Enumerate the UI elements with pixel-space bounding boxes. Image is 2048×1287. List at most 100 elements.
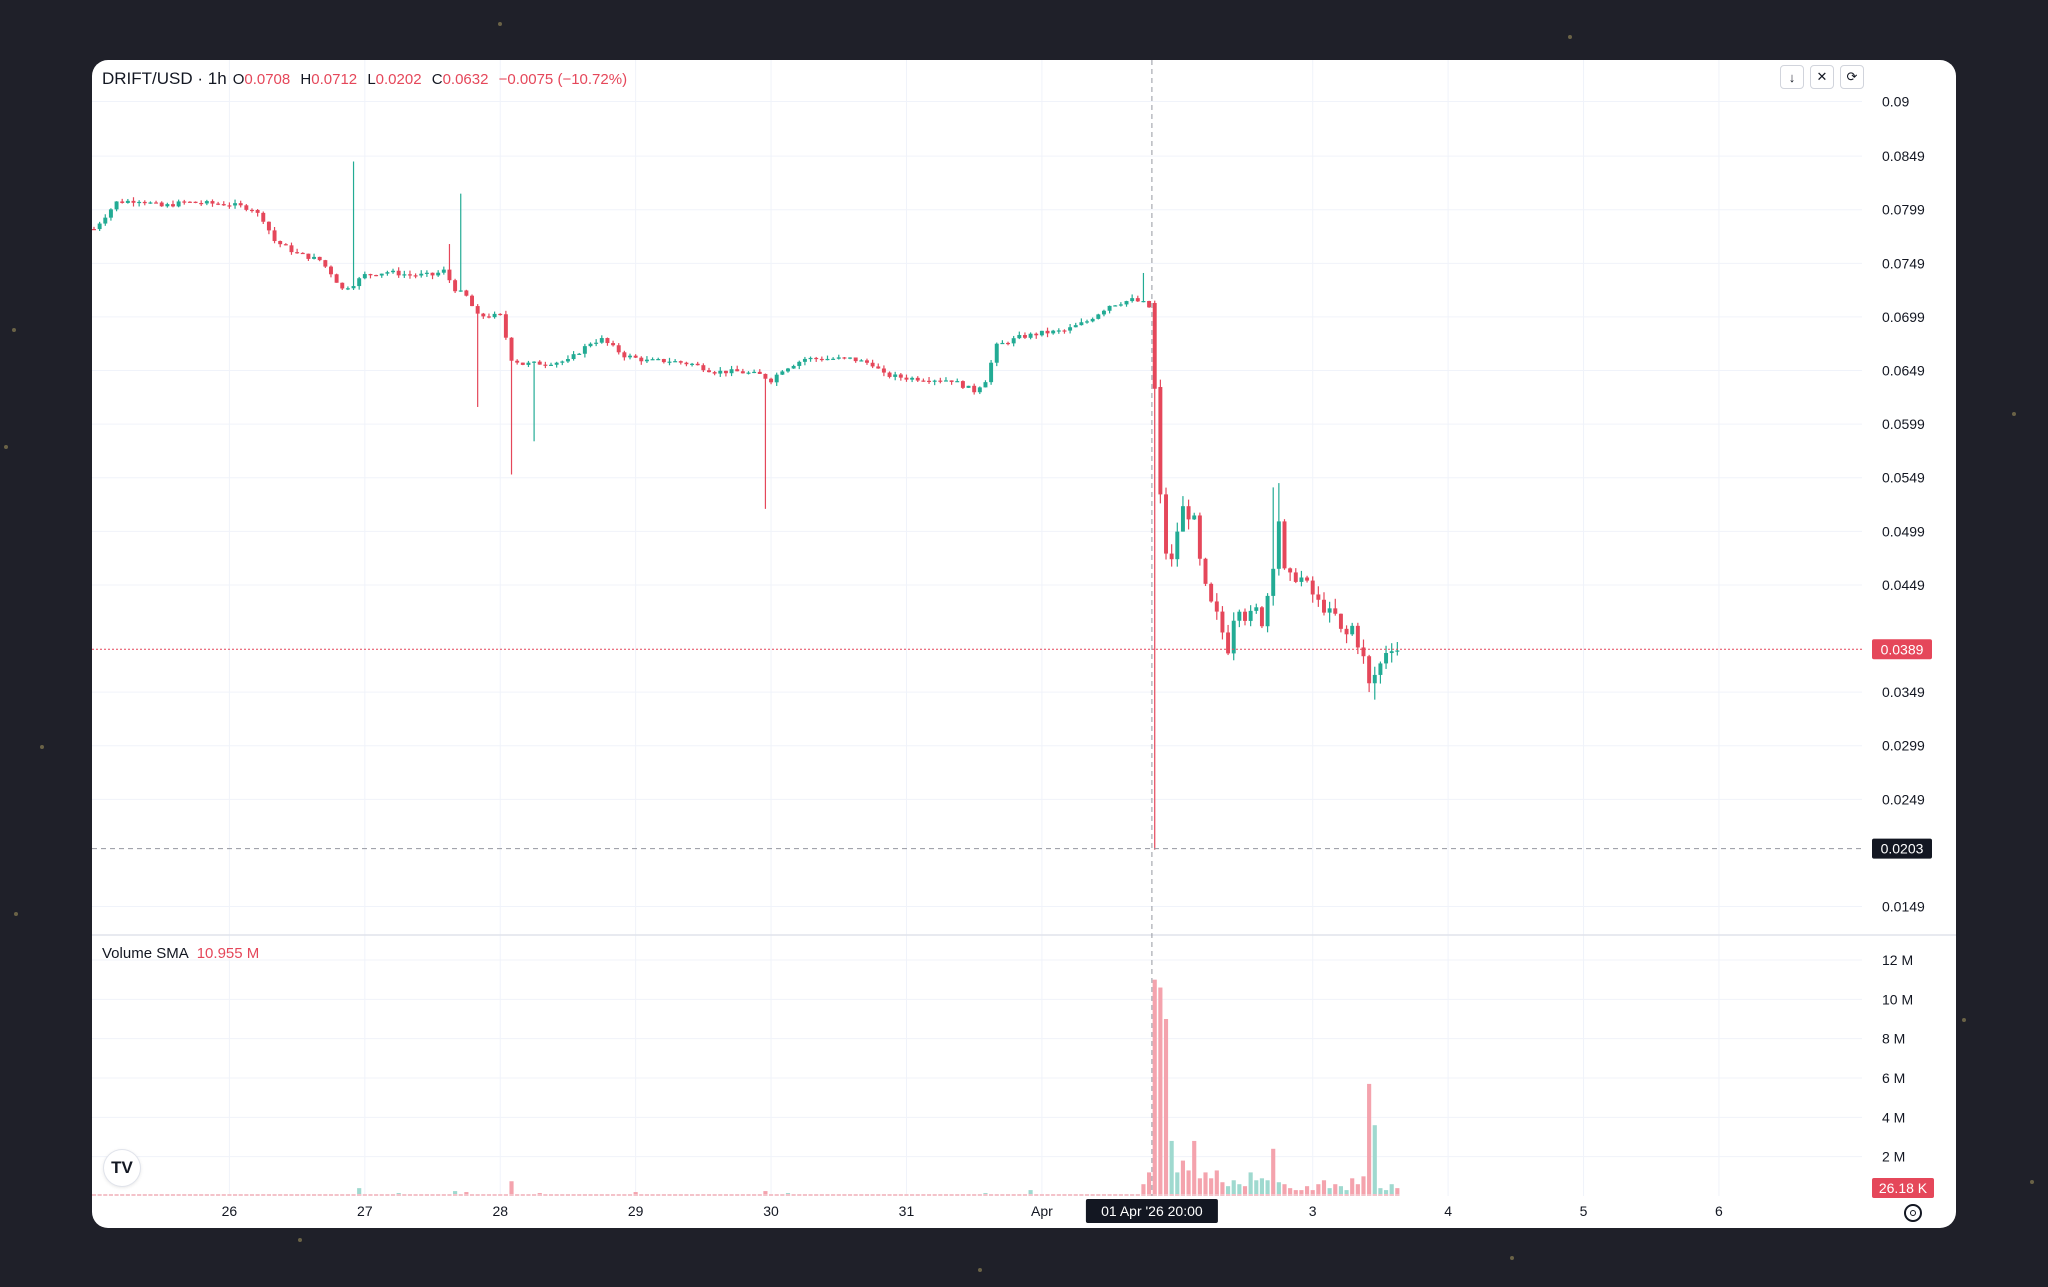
candle-body [1011, 338, 1016, 344]
volume-bar-small [932, 1194, 937, 1196]
volume-bar-small [1333, 1194, 1338, 1196]
price-axis-label: 0.0849 [1882, 148, 1925, 164]
candle-body [1073, 325, 1078, 328]
candle-body [238, 203, 243, 206]
settings-gear-icon[interactable] [1904, 1204, 1922, 1222]
volume-bar-small [1034, 1194, 1039, 1196]
candle-body [1243, 611, 1247, 621]
candle-body [103, 217, 108, 224]
candle-body [430, 272, 435, 276]
candle-body [379, 273, 384, 276]
candle-body [210, 201, 215, 204]
close-value: 0.0632 [442, 71, 489, 88]
candle-body [994, 343, 999, 363]
volume-axis-label: 12 M [1882, 952, 1913, 968]
candle-body [1384, 653, 1389, 664]
price-axis-label: 0.0799 [1882, 202, 1925, 218]
candle-body [283, 244, 288, 246]
candle-body [385, 272, 390, 274]
candle-body [396, 270, 401, 276]
volume-bar-small [295, 1194, 300, 1196]
volume-bar-small [926, 1194, 932, 1196]
volume-bar-small [960, 1194, 965, 1196]
open-key: O [232, 71, 245, 88]
candle-body [154, 202, 159, 204]
volume-bar [1304, 1186, 1310, 1196]
volume-bar-small [255, 1194, 260, 1196]
volume-bar-small [1389, 1194, 1394, 1196]
volume-bar-small [1265, 1194, 1270, 1196]
candle-body [374, 274, 379, 277]
candle-body [701, 365, 706, 371]
volume-bar-small [1276, 1194, 1281, 1196]
candle-body [266, 221, 271, 231]
volume-bar-small [1000, 1194, 1005, 1196]
volume-bar-small [193, 1194, 198, 1196]
volume-bar [1192, 1140, 1197, 1196]
candle-body [921, 380, 926, 382]
candle-body [1180, 506, 1185, 532]
candle-body [605, 338, 610, 344]
refresh-icon[interactable]: ⟳ [1840, 65, 1864, 89]
candle-body [932, 380, 937, 382]
candle-body [1118, 304, 1123, 306]
volume-bar [1276, 1182, 1281, 1196]
symbol-title[interactable]: DRIFT/USD · 1h [102, 69, 227, 88]
volume-label[interactable]: Volume SMA [102, 945, 189, 962]
volume-bar-small [831, 1194, 836, 1196]
volume-bar-small [701, 1194, 706, 1196]
chart-canvas[interactable]: 0.09 0.0849 0.0799 0.0749 0.0699 0.0649 0.0599… [92, 60, 1956, 1228]
candle-body [1288, 568, 1293, 573]
volume-axis-label: 10 M [1882, 991, 1913, 1007]
volume-legend: Volume SMA 10.955 M [102, 945, 259, 962]
candle-body [97, 223, 102, 230]
candle-body [464, 290, 469, 296]
candle-body [1316, 594, 1321, 600]
volume-bar-small [1254, 1194, 1259, 1196]
volume-bar-small [1130, 1194, 1135, 1196]
volume-bar-small [481, 1194, 486, 1196]
volume-bar-small [520, 1194, 525, 1196]
candle-body [977, 387, 982, 393]
volume-bar-small [808, 1194, 813, 1196]
arrow-down-icon[interactable]: ↓ [1780, 65, 1804, 89]
volume-bar [1242, 1186, 1248, 1196]
volume-bar-small [915, 1194, 920, 1196]
volume-bar-small [825, 1194, 830, 1196]
collapse-icon[interactable]: ✕ [1810, 65, 1834, 89]
volume-bar-small [187, 1194, 192, 1196]
candle-body [1096, 314, 1101, 319]
volume-bar-small [1180, 1194, 1186, 1196]
volume-bar-small [757, 1194, 762, 1196]
candle-body [1276, 521, 1281, 569]
volume-bar [1321, 1180, 1327, 1196]
candle-body [616, 345, 621, 353]
candle-body [825, 358, 830, 361]
volume-bar-small [1197, 1194, 1202, 1196]
volume-bar-small [131, 1194, 136, 1196]
candle-body [509, 337, 514, 361]
price-axis-label: 0.0749 [1882, 255, 1925, 271]
candle-body [1124, 301, 1129, 305]
volume-bar-small [182, 1194, 187, 1196]
candle-body [1045, 330, 1050, 334]
time-axis-label: 31 [899, 1203, 915, 1219]
volume-bar [1248, 1172, 1253, 1196]
volume-bar [1163, 1019, 1169, 1196]
volume-bar-small [1068, 1194, 1073, 1196]
candle-body [780, 371, 785, 375]
volume-bar [1378, 1188, 1383, 1196]
candle-body [1220, 611, 1225, 633]
volume-bar-small [1372, 1194, 1377, 1196]
volume-bar-small [317, 1194, 322, 1196]
volume-bar-small [1045, 1194, 1050, 1196]
tradingview-logo-icon[interactable]: TV [104, 1150, 140, 1186]
volume-bar-small [108, 1194, 114, 1196]
candle-body [972, 385, 977, 393]
candle-body [328, 266, 333, 275]
volume-bar-small [351, 1194, 356, 1196]
volume-bar-small [492, 1194, 497, 1196]
candle-body [611, 343, 616, 346]
candle-body [955, 381, 960, 383]
volume-bar-small [870, 1194, 875, 1196]
